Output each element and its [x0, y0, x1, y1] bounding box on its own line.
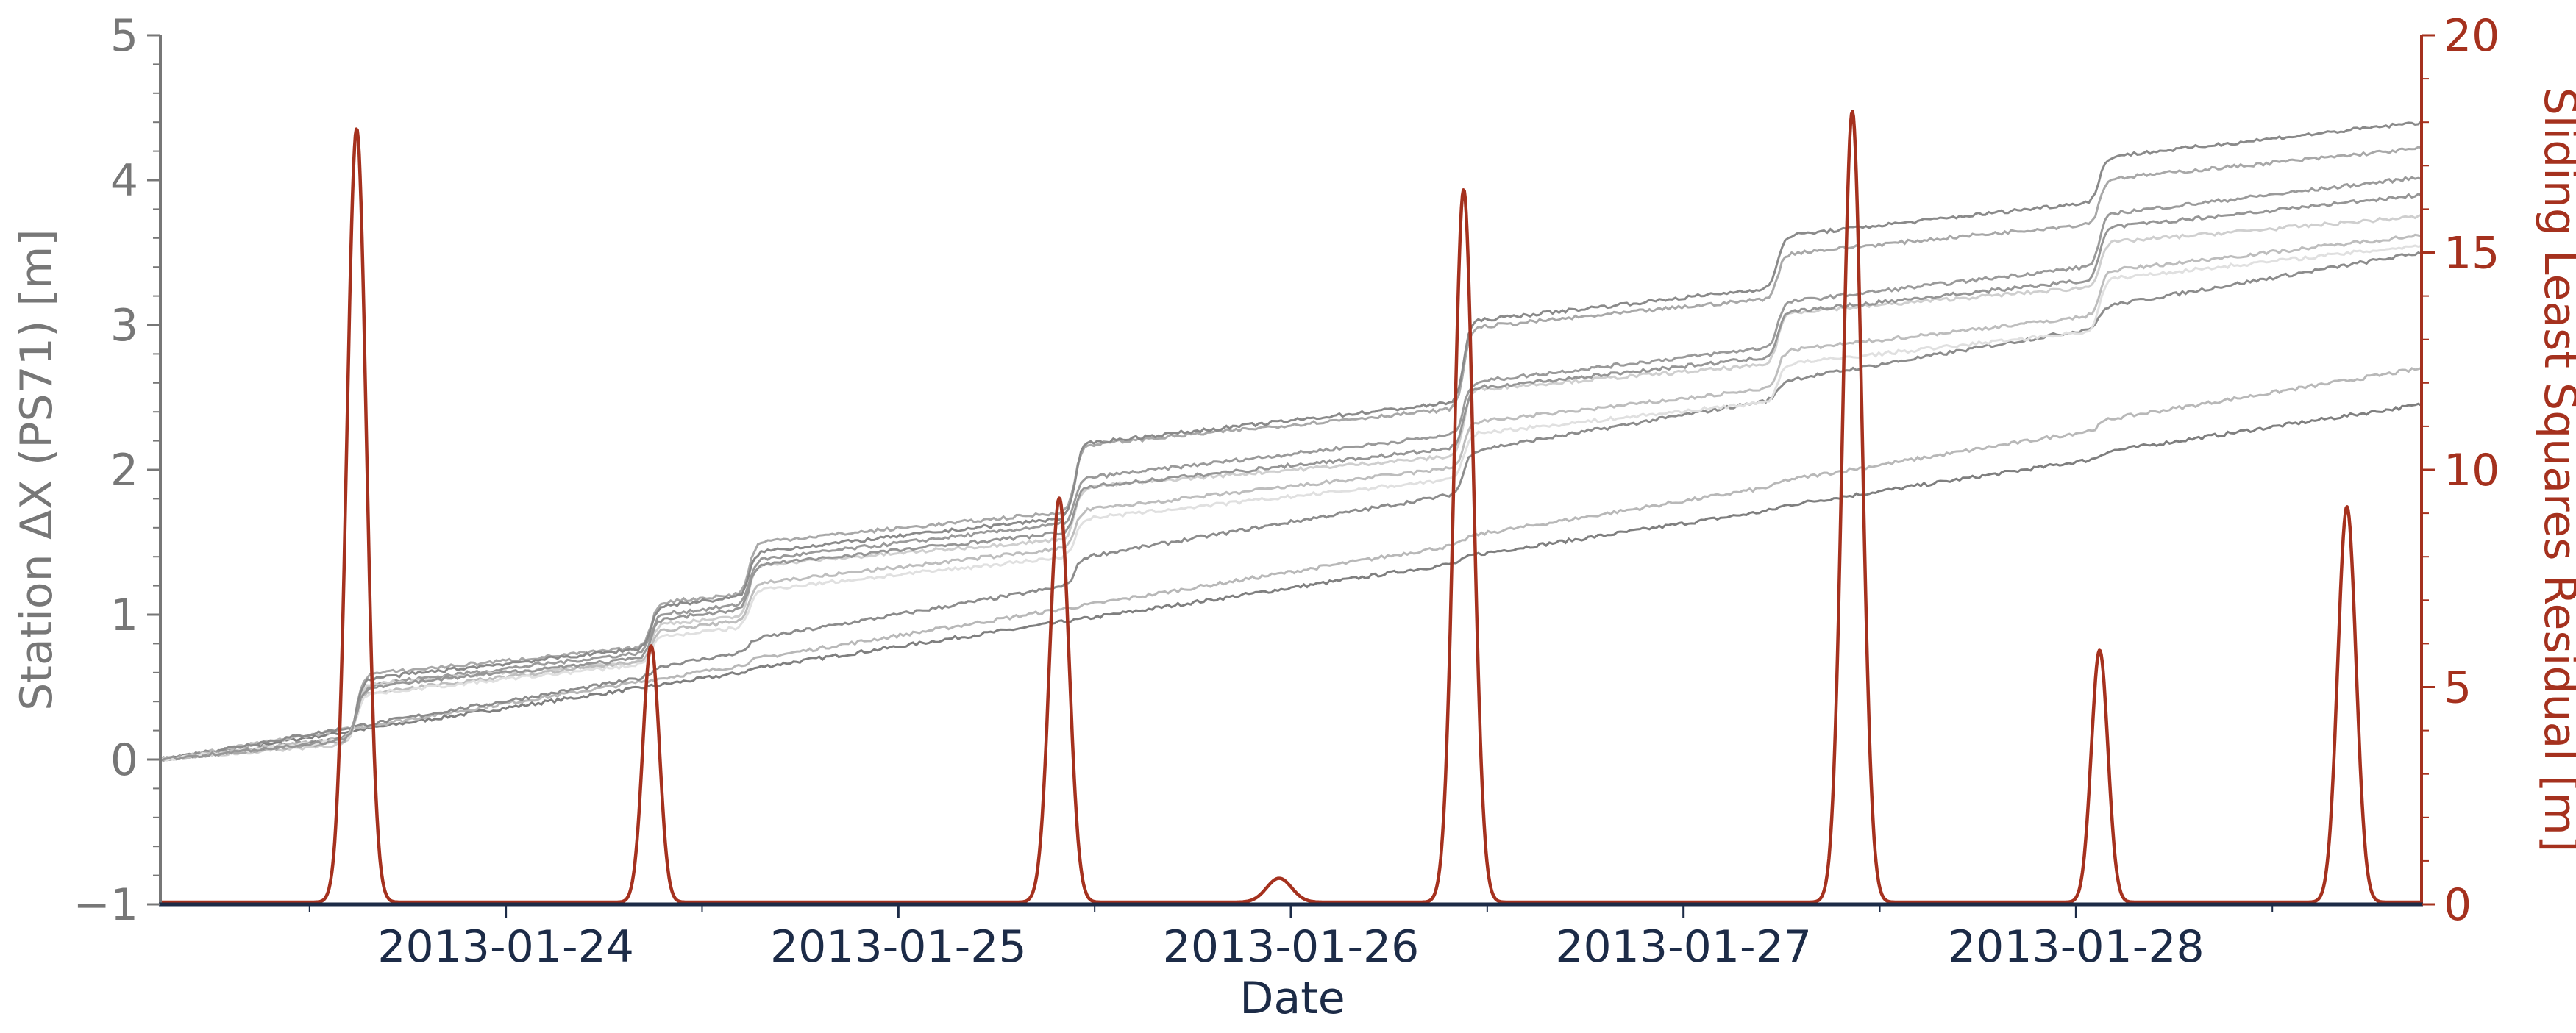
y-left-tick-label: 4: [110, 155, 138, 207]
y-right-tick-label: 0: [2444, 879, 2472, 931]
y-left-tick-label: 3: [110, 300, 138, 351]
y-left-tick-label: 2: [110, 445, 138, 496]
y-left-tick-label: 1: [110, 590, 138, 641]
y-left-tick-label: −1: [74, 879, 138, 931]
station-line-8: [159, 233, 2422, 762]
y-left-tick-label: 5: [110, 10, 138, 62]
station-line-7: [160, 120, 2422, 761]
y-right-tick-label: 10: [2444, 445, 2499, 496]
residual-line: [160, 110, 2422, 904]
x-tick-label: 2013-01-26: [1163, 921, 1420, 973]
x-axis-title: Date: [1239, 973, 1345, 1024]
station-line-2: [160, 366, 2422, 762]
x-tick-label: 2013-01-24: [377, 921, 634, 973]
station-line-9: [160, 244, 2422, 762]
y-right-tick-label: 5: [2444, 662, 2472, 714]
ticks-group: 2013-01-24 2013-01-25 2013-01-26 2013-01-27…: [74, 10, 2500, 973]
station-line-3: [159, 251, 2422, 762]
x-tick-label: 2013-01-28: [1948, 921, 2205, 973]
station-line-1: [159, 402, 2422, 762]
y-left-tick-label: 0: [110, 734, 138, 786]
station-line-10: [160, 193, 2422, 762]
y-left-axis-title: Station ΔX (PS71) [m]: [11, 229, 63, 710]
y-right-tick-label: 20: [2444, 10, 2499, 62]
station-line-4: [160, 176, 2422, 762]
x-tick-label: 2013-01-25: [770, 921, 1027, 973]
residual-series-group: [160, 110, 2422, 904]
y-right-tick-label: 15: [2444, 228, 2499, 279]
station-series-group: [159, 120, 2422, 762]
station-line-6: [160, 146, 2422, 762]
y-right-axis-title: Sliding Least Squares Residual [m]: [2534, 87, 2576, 853]
x-tick-label: 2013-01-27: [1555, 921, 1812, 973]
